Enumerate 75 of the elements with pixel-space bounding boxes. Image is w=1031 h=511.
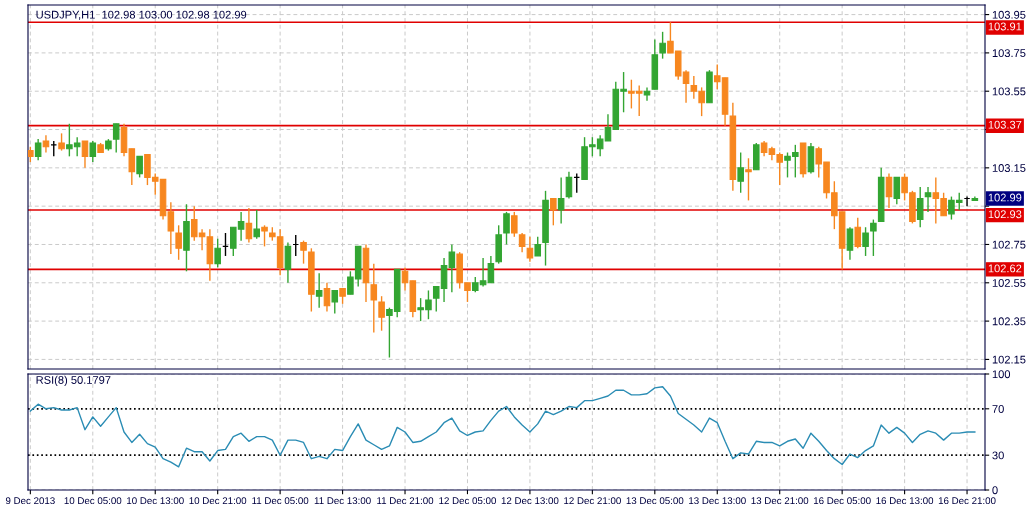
ref-line-label: 102.93 — [988, 210, 1022, 219]
y-tick-label: 30 — [992, 451, 1004, 460]
x-tick-label: 11 Dec 05:00 — [252, 497, 309, 505]
ref-line-label: 102.62 — [988, 264, 1022, 273]
ref-line-label: 103.37 — [988, 120, 1022, 129]
x-tick-label: 12 Dec 05:00 — [439, 497, 497, 505]
x-tick-label: 12 Dec 13:00 — [501, 497, 559, 505]
y-tick-label: 0 — [992, 486, 998, 495]
candlestick — [42, 134, 50, 154]
x-tick-label: 13 Dec 05:00 — [626, 497, 684, 505]
x-tick-label: 16 Dec 13:00 — [876, 497, 934, 505]
candlestick — [503, 211, 510, 246]
candlestick — [745, 157, 752, 202]
candlestick — [487, 255, 495, 284]
chart-title: USDJPY,H1 102.98 103.00 102.98 102.99 — [36, 10, 247, 20]
candlestick — [331, 289, 339, 315]
candlestick — [737, 151, 744, 194]
x-tick-label: 11 Dec 21:00 — [377, 497, 434, 505]
candlestick — [526, 236, 534, 263]
candlestick — [565, 170, 573, 200]
candlestick — [89, 140, 97, 163]
y-tick-label: 103.95 — [992, 10, 1026, 19]
x-tick-label: 10 Dec 13:00 — [127, 497, 184, 505]
candlestick — [245, 207, 253, 244]
candlestick — [261, 224, 268, 248]
y-tick-label: 102.15 — [992, 355, 1026, 364]
candlestick — [846, 226, 854, 261]
candlestick — [534, 236, 542, 257]
x-tick-label: 9 Dec 2013 — [5, 497, 55, 505]
candlestick — [175, 224, 182, 261]
candlestick — [315, 272, 323, 309]
x-tick-label: 12 Dec 21:00 — [564, 497, 621, 505]
ref-line-label: 103.91 — [988, 22, 1022, 31]
candlestick — [893, 176, 901, 205]
candlestick — [885, 172, 893, 209]
candlestick — [511, 211, 518, 238]
candlestick — [112, 123, 120, 154]
annotation: 102.99 — [988, 193, 1022, 202]
y-tick-label: 70 — [992, 405, 1004, 413]
candlestick — [81, 140, 89, 169]
candlestick — [323, 282, 331, 313]
candlestick — [916, 186, 924, 228]
x-tick-label: 13 Dec 13:00 — [689, 497, 746, 505]
candlestick — [136, 155, 143, 179]
x-tick-label: 13 Dec 21:00 — [751, 497, 809, 505]
x-tick-label: 16 Dec 05:00 — [813, 497, 871, 505]
x-tick-label: 11 Dec 13:00 — [314, 497, 371, 505]
candlestick — [34, 138, 42, 161]
candlestick — [643, 86, 651, 102]
candlestick — [284, 241, 292, 284]
candlestick — [659, 31, 666, 60]
candlestick — [370, 262, 378, 334]
candlestick — [862, 226, 869, 257]
candlestick — [924, 186, 932, 213]
candlestick — [378, 295, 385, 332]
candlestick — [253, 209, 260, 240]
candlestick — [214, 238, 221, 269]
candlestick — [557, 176, 565, 225]
y-tick-label: 103.55 — [992, 87, 1026, 96]
y-tick-label: 100 — [992, 370, 1011, 379]
line-series — [29, 386, 976, 468]
chart-title: RSI(8) 50.1797 — [36, 375, 111, 387]
x-tick-label: 10 Dec 05:00 — [64, 497, 122, 505]
candlestick — [550, 197, 557, 227]
x-tick-label: 16 Dec 21:00 — [938, 497, 996, 505]
candlestick — [518, 232, 526, 253]
candlestick — [300, 239, 307, 265]
y-tick-label: 103.15 — [992, 164, 1026, 172]
y-tick-label: 102.35 — [992, 317, 1026, 326]
y-tick-label: 102.75 — [992, 240, 1026, 249]
x-tick-label: 10 Dec 21:00 — [189, 497, 247, 505]
y-tick-label: 103.75 — [992, 49, 1026, 58]
candlestick — [854, 216, 862, 250]
candlestick — [870, 218, 877, 257]
y-tick-label: 102.55 — [992, 279, 1026, 287]
